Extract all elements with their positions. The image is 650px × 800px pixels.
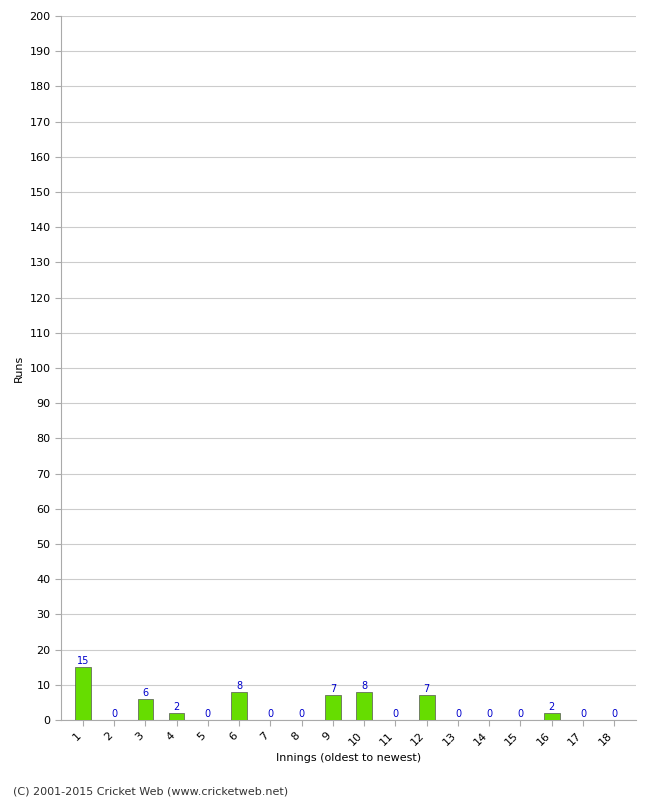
Y-axis label: Runs: Runs	[14, 354, 24, 382]
Text: 0: 0	[486, 709, 492, 719]
Bar	[419, 695, 434, 720]
Text: 0: 0	[393, 709, 398, 719]
Bar	[231, 692, 247, 720]
Text: 0: 0	[611, 709, 618, 719]
Text: 0: 0	[111, 709, 117, 719]
Bar	[325, 695, 341, 720]
Text: 7: 7	[330, 684, 336, 694]
Text: 0: 0	[298, 709, 305, 719]
Text: 6: 6	[142, 688, 148, 698]
Bar	[356, 692, 372, 720]
Bar	[138, 699, 153, 720]
Text: 2: 2	[549, 702, 555, 712]
Text: 0: 0	[517, 709, 523, 719]
Text: 0: 0	[205, 709, 211, 719]
Text: 8: 8	[236, 681, 242, 690]
Text: 7: 7	[424, 684, 430, 694]
Text: 15: 15	[77, 656, 89, 666]
Text: 0: 0	[267, 709, 274, 719]
Bar	[169, 713, 185, 720]
X-axis label: Innings (oldest to newest): Innings (oldest to newest)	[276, 753, 421, 763]
Bar	[544, 713, 560, 720]
Text: (C) 2001-2015 Cricket Web (www.cricketweb.net): (C) 2001-2015 Cricket Web (www.cricketwe…	[13, 786, 288, 796]
Text: 2: 2	[174, 702, 180, 712]
Bar	[75, 667, 91, 720]
Text: 8: 8	[361, 681, 367, 690]
Text: 0: 0	[455, 709, 461, 719]
Text: 0: 0	[580, 709, 586, 719]
